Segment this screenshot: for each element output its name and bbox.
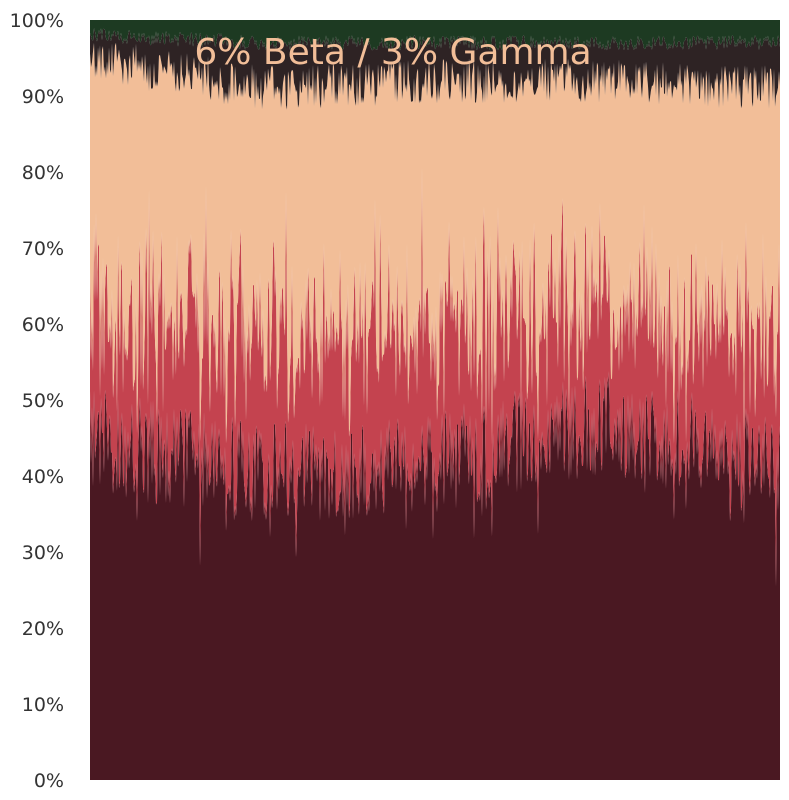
y-tick-label: 20% [22, 618, 64, 640]
y-tick-label: 90% [22, 86, 64, 108]
y-tick-label: 70% [22, 238, 64, 260]
area-series-1 [90, 371, 780, 780]
y-tick-label: 80% [22, 162, 64, 184]
area-series-2 [90, 166, 780, 587]
area-series-4 [90, 28, 780, 110]
y-tick-label: 40% [22, 466, 64, 488]
plot-area [90, 20, 780, 780]
y-tick-label: 60% [22, 314, 64, 336]
chart-title: 6% Beta / 3% Gamma [194, 32, 591, 73]
y-tick-label: 100% [10, 10, 64, 32]
area-series-3 [90, 42, 780, 446]
area-series-5 [90, 20, 780, 51]
y-tick-label: 30% [22, 542, 64, 564]
y-tick-label: 0% [34, 770, 64, 792]
y-tick-label: 10% [22, 694, 64, 716]
y-tick-label: 50% [22, 390, 64, 412]
y-axis: 0% 10% 20% 30% 40% 50% 60% 70% 80% 90% 100% [10, 10, 64, 792]
